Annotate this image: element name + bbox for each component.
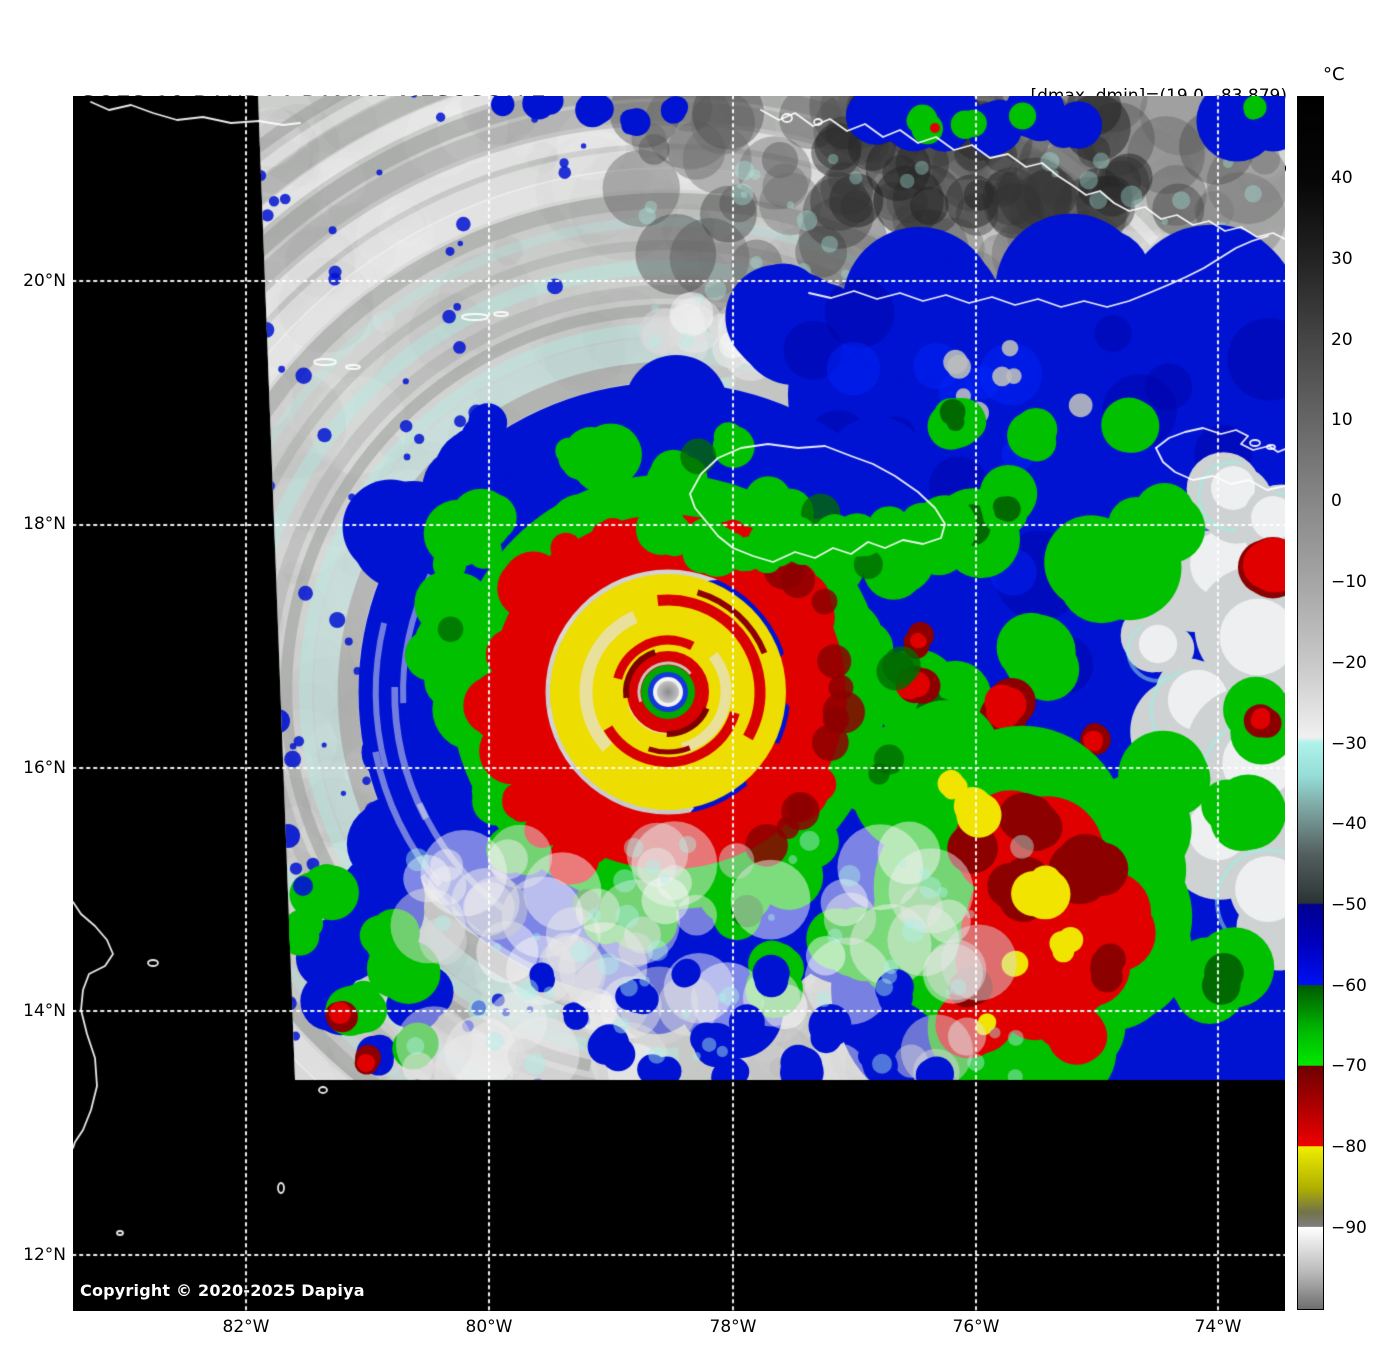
colorbar-tick-label: 40 xyxy=(1331,168,1353,188)
lon-tick-label: 80°W xyxy=(465,1317,513,1337)
temperature-colorbar xyxy=(1297,96,1324,1310)
lon-tick-label: 78°W xyxy=(709,1317,757,1337)
lat-tick-label: 12°N xyxy=(23,1245,66,1265)
copyright-text: Copyright © 2020-2025 Dapiya xyxy=(80,1281,365,1300)
colorbar-tick-label: −80 xyxy=(1331,1137,1367,1157)
lat-tick-label: 16°N xyxy=(23,758,66,778)
colorbar-tick-label: −30 xyxy=(1331,734,1367,754)
colorbar-tick-label: −50 xyxy=(1331,895,1367,915)
lon-tick-label: 82°W xyxy=(222,1317,270,1337)
colorbar-unit-label: °C xyxy=(1323,64,1345,85)
colorbar-tick-label: 30 xyxy=(1331,249,1353,269)
colorbar-tick-label: −70 xyxy=(1331,1056,1367,1076)
lat-tick-label: 20°N xyxy=(23,271,66,291)
lon-tick-label: 76°W xyxy=(952,1317,1000,1337)
lat-tick-label: 18°N xyxy=(23,514,66,534)
colorbar-tick-label: −60 xyxy=(1331,976,1367,996)
colorbar-tick-label: 20 xyxy=(1331,330,1353,350)
colorbar-tick-label: −10 xyxy=(1331,572,1367,592)
colorbar-tick-label: −40 xyxy=(1331,814,1367,834)
colorbar-tick-label: −20 xyxy=(1331,653,1367,673)
satellite-map: Copyright © 2020-2025 Dapiya xyxy=(73,96,1285,1311)
colorbar-tick-label: 0 xyxy=(1331,491,1342,511)
satellite-image-canvas xyxy=(73,96,1285,1311)
colorbar-tick-label: 10 xyxy=(1331,410,1353,430)
lat-tick-label: 14°N xyxy=(23,1001,66,1021)
lon-tick-label: 74°W xyxy=(1194,1317,1242,1337)
colorbar-tick-label: −90 xyxy=(1331,1218,1367,1238)
